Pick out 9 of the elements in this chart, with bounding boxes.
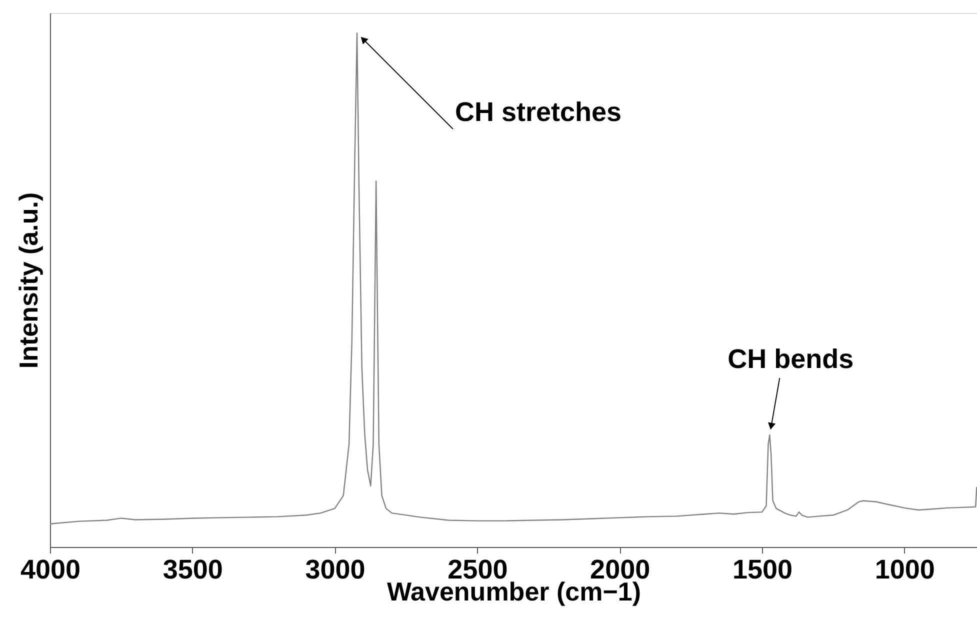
annotation: CH stretches [455,97,622,128]
annotation: CH bends [728,344,854,374]
x-tick-label: 2500 [448,554,508,584]
y-axis-title: Intensity (a.u.) [14,192,44,369]
x-tick-label: 1500 [732,554,793,584]
x-tick-label: 3500 [162,554,223,584]
x-tick-label: 4000 [20,554,81,584]
x-tick-label: 1000 [874,554,935,584]
x-tick-label: 3000 [305,554,366,584]
